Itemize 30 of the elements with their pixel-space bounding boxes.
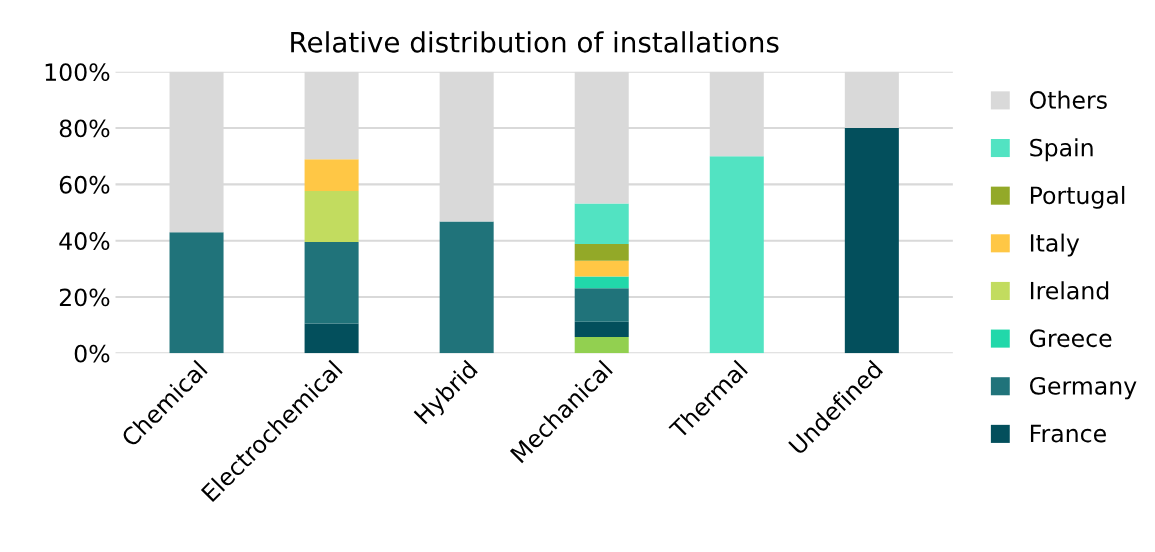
legend-label: France [1030, 424, 1106, 443]
y-tick-label: 60% [59, 175, 110, 194]
bar [844, 128, 899, 354]
y-tick-label: 0% [74, 344, 110, 363]
bar [169, 232, 224, 354]
legend-label: Ireland [1030, 281, 1109, 300]
y-tick-label: 40% [59, 232, 110, 250]
bar [574, 288, 629, 322]
bar [304, 242, 359, 324]
bar [304, 159, 359, 192]
legend-label: Others [1029, 90, 1107, 109]
bar [574, 260, 629, 277]
legend-label: Spain [1030, 138, 1093, 162]
bar [439, 221, 494, 354]
bar [574, 276, 629, 289]
y-tick-label: 100% [45, 63, 110, 82]
bar [574, 321, 629, 337]
bar [709, 156, 764, 354]
bar [304, 191, 359, 243]
legend-label: Portugal [1030, 185, 1125, 209]
bar [304, 323, 359, 354]
bar [574, 244, 629, 261]
bar [574, 203, 629, 245]
bar [574, 336, 629, 354]
chart-title: Relative distribution of installations [291, 31, 779, 53]
y-tick-label: 80% [59, 119, 110, 138]
legend-label: Germany [1029, 376, 1137, 400]
legend-label: Greece [1029, 329, 1112, 348]
legend-label: Italy [1030, 233, 1080, 257]
y-tick-label: 20% [59, 288, 110, 307]
